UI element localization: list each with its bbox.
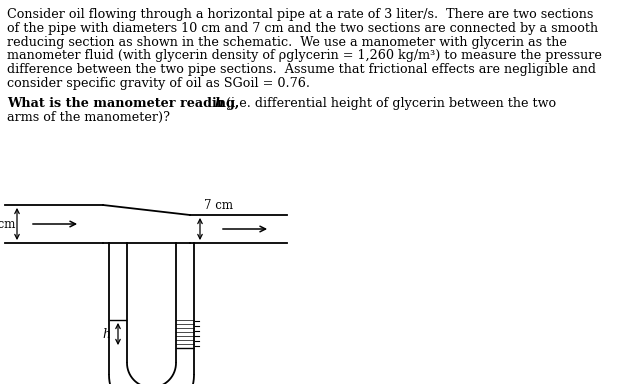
Text: manometer fluid (with glycerin density of ρglycerin = 1,260 kg/m³) to measure th: manometer fluid (with glycerin density o… xyxy=(7,50,602,62)
Text: 7 cm: 7 cm xyxy=(204,199,233,212)
Text: of the pipe with diameters 10 cm and 7 cm and the two sections are connected by : of the pipe with diameters 10 cm and 7 c… xyxy=(7,22,598,35)
Text: h: h xyxy=(215,97,224,110)
Text: (i.e. differential height of glycerin between the two: (i.e. differential height of glycerin be… xyxy=(222,97,556,110)
Text: difference between the two pipe sections.  Assume that frictional effects are ne: difference between the two pipe sections… xyxy=(7,63,596,76)
Text: h: h xyxy=(102,328,110,341)
Text: reducing section as shown in the schematic.  We use a manometer with glycerin as: reducing section as shown in the schemat… xyxy=(7,36,567,49)
Text: What is the manometer reading,: What is the manometer reading, xyxy=(7,97,244,110)
Text: arms of the manometer)?: arms of the manometer)? xyxy=(7,111,170,124)
Text: 10 cm: 10 cm xyxy=(0,218,15,232)
Text: Consider oil flowing through a horizontal pipe at a rate of 3 liter/s.  There ar: Consider oil flowing through a horizonta… xyxy=(7,8,593,21)
Text: consider specific gravity of oil as SGoil = 0.76.: consider specific gravity of oil as SGoi… xyxy=(7,77,310,90)
